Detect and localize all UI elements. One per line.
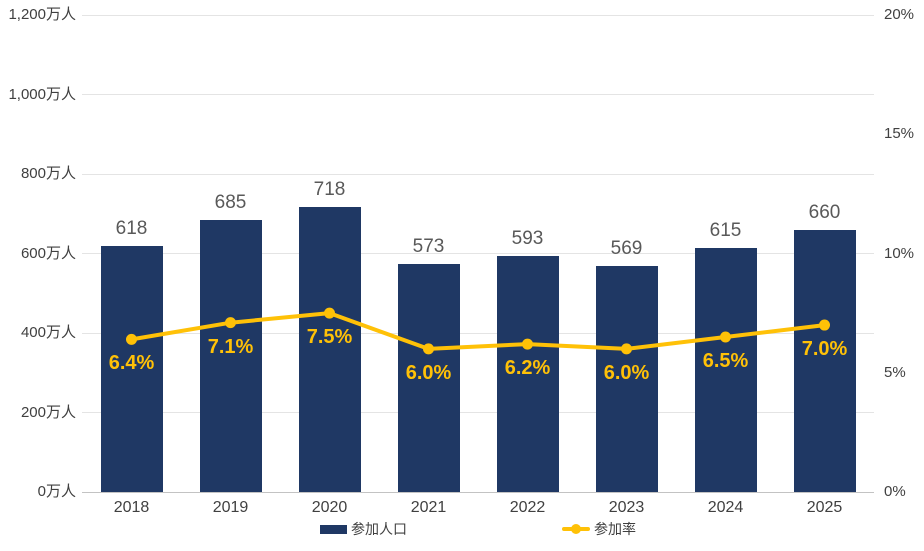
- bar-value-label-2024: 615: [709, 219, 742, 241]
- bar-2019: [199, 219, 262, 492]
- bar-value-label-2020: 718: [313, 178, 346, 200]
- line-point-label-2024: 6.5%: [702, 349, 749, 372]
- legend: 参加人口 参加率: [82, 519, 874, 539]
- gridline: [82, 94, 874, 95]
- x-axis-baseline: [82, 491, 874, 493]
- legend-item-participants: 参加人口: [320, 519, 407, 539]
- gridline: [82, 412, 874, 413]
- line-point-2023: [621, 343, 632, 355]
- line-point-2020: [324, 307, 335, 319]
- bar-2020: [298, 206, 361, 492]
- y-axis-left-tick-label: 800万人: [20, 165, 76, 182]
- line-point-2024: [720, 331, 731, 343]
- line-point-label-2018: 6.4%: [108, 352, 155, 375]
- y-axis-left-tick-label: 0万人: [37, 483, 76, 500]
- y-axis-right-tick-label: 15%: [884, 125, 915, 143]
- line-point-2025: [819, 319, 830, 331]
- legend-item-rate: 参加率: [562, 519, 636, 539]
- x-axis-tick-label-2024: 2024: [707, 499, 744, 516]
- line-series-layer: [126, 307, 830, 355]
- x-axis-tick-label-2022: 2022: [509, 499, 546, 516]
- legend-label-participants: 参加人口: [351, 521, 407, 537]
- line-point-2018: [126, 333, 137, 345]
- gridline: [82, 253, 874, 254]
- bar-value-label-2022: 593: [511, 228, 544, 250]
- x-axis-tick-label-2018: 2018: [113, 499, 150, 516]
- y-axis-right-tick-label: 10%: [884, 244, 915, 262]
- line-point-label-2022: 6.2%: [504, 357, 551, 380]
- bar-swatch-icon: [320, 524, 347, 534]
- y-axis-left-tick-label: 400万人: [20, 324, 76, 341]
- bar-value-label-2025: 660: [808, 201, 841, 223]
- line-point-2022: [522, 338, 533, 350]
- bar-2025: [793, 229, 856, 492]
- y-axis-left-tick-label: 200万人: [20, 403, 76, 421]
- y-axis-right-tick-label: 5%: [884, 363, 906, 381]
- x-axis-tick-label-2019: 2019: [212, 499, 249, 516]
- line-swatch-dot: [571, 524, 581, 534]
- bar-value-label-2019: 685: [214, 191, 247, 213]
- bar-2021: [397, 264, 460, 492]
- x-axis-tick-label-2023: 2023: [608, 499, 645, 516]
- line-point-label-2025: 7.0%: [801, 338, 848, 361]
- line-point-label-2020: 7.5%: [306, 326, 353, 349]
- x-axis-tick-label-2021: 2021: [410, 499, 447, 516]
- line-point-label-2023: 6.0%: [603, 361, 650, 384]
- y-axis-right-tick-label: 0%: [884, 483, 906, 500]
- bar-2018: [100, 246, 163, 492]
- bar-2023: [595, 265, 658, 492]
- legend-label-rate: 参加率: [594, 521, 636, 537]
- y-axis-left-tick-label: 1,000万人: [8, 85, 76, 103]
- y-axis-left-tick-label: 600万人: [20, 244, 76, 262]
- bar-value-label-2021: 573: [412, 236, 445, 258]
- line-point-label-2019: 7.1%: [207, 335, 254, 358]
- x-axis-tick-label-2025: 2025: [806, 499, 843, 516]
- gridline: [82, 173, 874, 175]
- line-point-2019: [225, 317, 236, 329]
- gridline: [82, 14, 874, 16]
- participation-rate-line: [129, 311, 827, 351]
- bar-value-label-2023: 569: [610, 237, 643, 259]
- line-point-label-2021: 6.0%: [405, 361, 452, 384]
- y-axis-left-tick-label: 1,200万人: [8, 6, 76, 23]
- bar-value-label-2018: 618: [115, 218, 148, 240]
- x-axis-tick-label-2020: 2020: [311, 499, 348, 516]
- bar-2022: [496, 256, 559, 492]
- gridline: [82, 332, 874, 334]
- line-point-2021: [423, 343, 434, 355]
- line-swatch-icon: [562, 524, 590, 534]
- bar-2024: [694, 247, 757, 492]
- y-axis-right-tick-label: 20%: [884, 6, 915, 23]
